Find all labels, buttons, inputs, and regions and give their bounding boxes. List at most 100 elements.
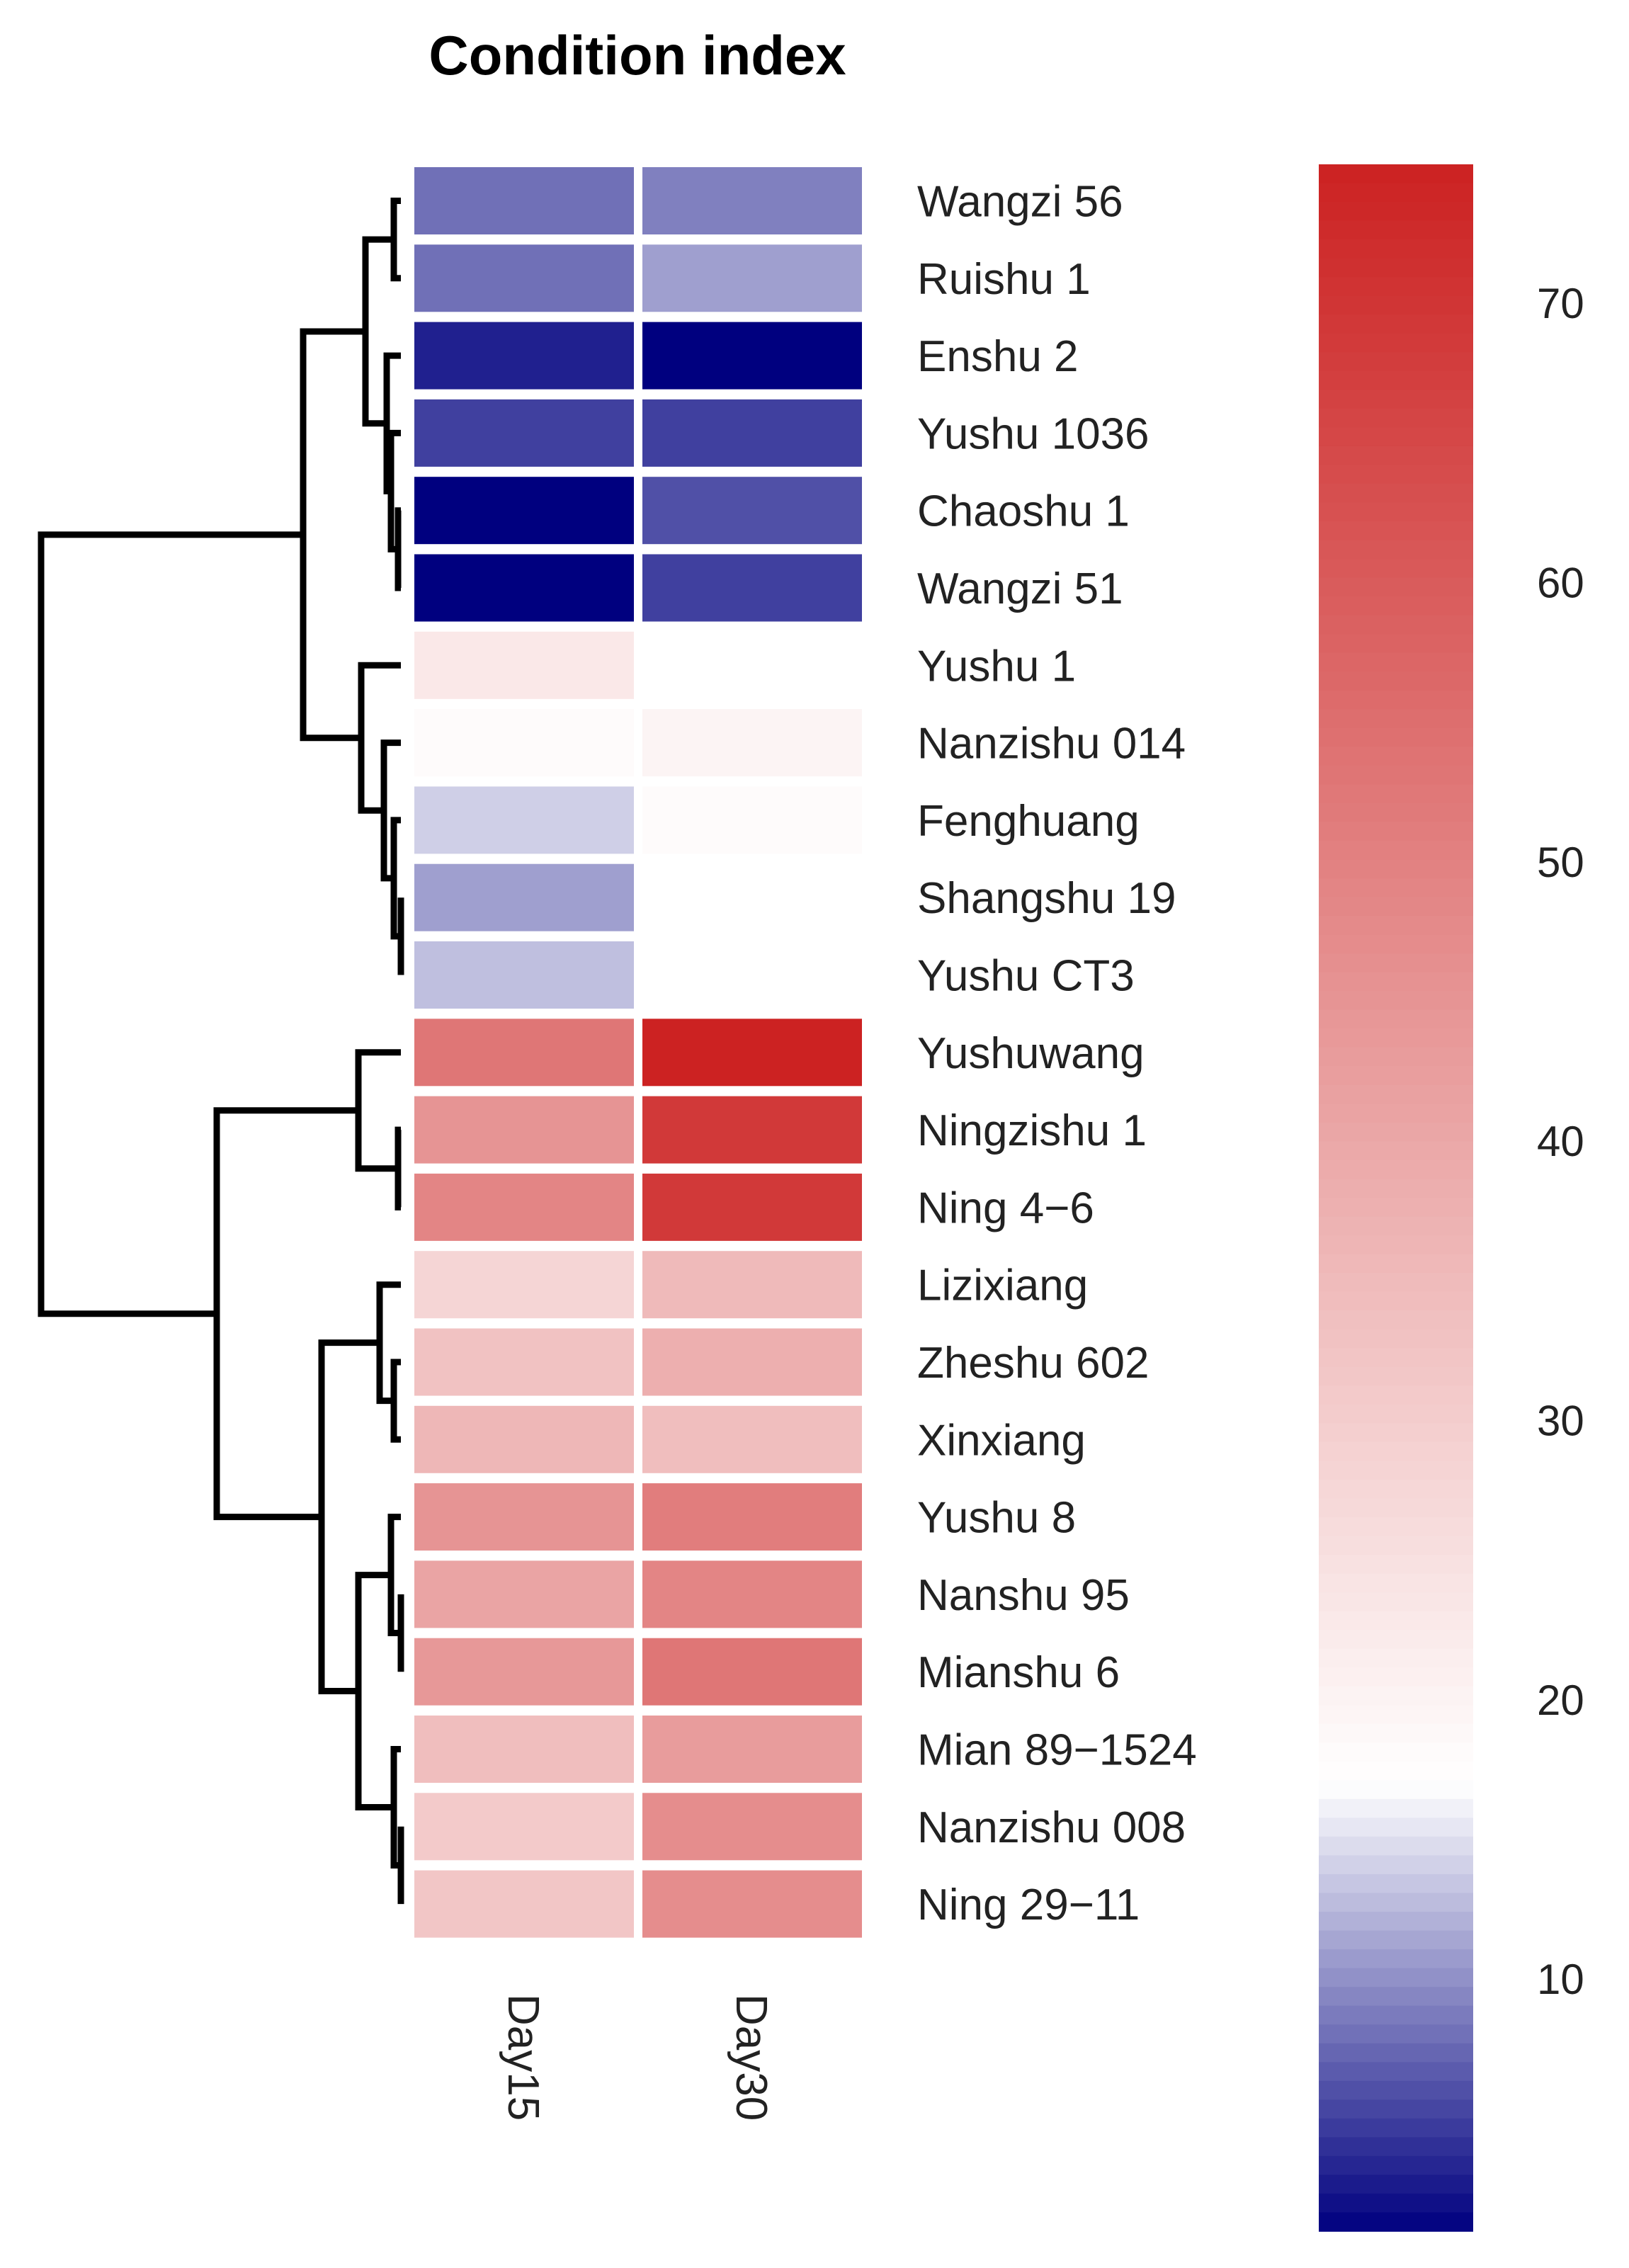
colorbar-band (1319, 1723, 1473, 1744)
heatmap-cell (642, 1096, 862, 1164)
colorbar-band (1319, 1404, 1473, 1424)
heatmap-cell (642, 863, 862, 931)
row-label: Ning 29−11 (917, 1881, 1140, 1929)
colorbar-band (1319, 916, 1473, 936)
colorbar-band (1319, 1329, 1473, 1349)
colorbar-band (1319, 784, 1473, 804)
colorbar-tick-label: 10 (1537, 1956, 1584, 2003)
colorbar-band (1319, 727, 1473, 748)
colorbar-band (1319, 1009, 1473, 1030)
heatmap-cell (642, 554, 862, 622)
colorbar-band (1319, 2043, 1473, 2063)
heatmap-cell (414, 244, 634, 312)
colorbar-band (1319, 1611, 1473, 1631)
heatmap-cell (414, 399, 634, 467)
colorbar-band (1319, 1705, 1473, 1725)
colorbar-band (1319, 634, 1473, 654)
row-label: Yushu 1036 (917, 409, 1150, 458)
colorbar (1319, 164, 1473, 2232)
heatmap-cell (642, 399, 862, 467)
heatmap-cell (414, 1019, 634, 1087)
heatmap-cell (642, 1173, 862, 1241)
colorbar-band (1319, 559, 1473, 579)
heatmap-cell (642, 1483, 862, 1551)
row-label: Chaoshu 1 (917, 487, 1130, 536)
row-label: Yushuwang (917, 1029, 1145, 1078)
row-label: Nanzishu 014 (917, 720, 1186, 769)
heatmap-cell (414, 1638, 634, 1706)
colorbar-band (1319, 803, 1473, 823)
colorbar-band (1319, 1479, 1473, 1499)
colorbar-band (1319, 615, 1473, 635)
colorbar-band (1319, 1028, 1473, 1048)
dendrogram-branch (390, 198, 401, 282)
colorbar-band (1319, 1968, 1473, 1988)
colorbar-band (1319, 859, 1473, 879)
row-label: Yushu CT3 (917, 952, 1135, 1001)
colorbar-band (1319, 2099, 1473, 2119)
heatmap-cell (642, 322, 862, 390)
colorbar-band (1319, 1836, 1473, 1856)
colorbar-band (1319, 1291, 1473, 1311)
colorbar-band (1319, 1179, 1473, 1198)
heatmap-cell (414, 1716, 634, 1783)
colorbar-band (1319, 1159, 1473, 1180)
colorbar-band (1319, 671, 1473, 691)
row-label: Lizixiang (917, 1261, 1088, 1310)
colorbar-band (1319, 295, 1473, 316)
heatmap-cell (414, 863, 634, 931)
row-label: Zheshu 602 (917, 1339, 1149, 1388)
heatmap-cell (414, 1328, 634, 1396)
colorbar-band (1319, 1930, 1473, 1950)
colorbar-band (1319, 239, 1473, 259)
colorbar-band (1319, 596, 1473, 616)
colorbar-band (1319, 220, 1473, 240)
colorbar-band (1319, 1122, 1473, 1142)
colorbar-band (1319, 2212, 1473, 2232)
heatmap-cell (414, 709, 634, 777)
row-label: Fenghuang (917, 797, 1140, 846)
dendrogram-branch (376, 1281, 401, 1405)
colorbar-band (1319, 258, 1473, 278)
colorbar-band (1319, 352, 1473, 372)
colorbar-band (1319, 1818, 1473, 1837)
colorbar-band (1319, 202, 1473, 222)
column-label: Day30 (727, 1994, 776, 2121)
heatmap-cell (642, 1405, 862, 1473)
colorbar-band (1319, 446, 1473, 466)
colorbar-band (1319, 1912, 1473, 1932)
row-labels: Wangzi 56 Ruishu 1 Enshu 2 Yushu 1036 Chaosh… (917, 178, 1197, 1930)
colorbar-band (1319, 1798, 1473, 1819)
heatmap-cell (414, 477, 634, 545)
heatmap-cell (642, 1870, 862, 1938)
colorbar-band (1319, 1555, 1473, 1575)
colorbar-band (1319, 390, 1473, 409)
colorbar-band (1319, 521, 1473, 541)
colorbar-band (1319, 540, 1473, 560)
colorbar-band (1319, 1461, 1473, 1480)
colorbar-band (1319, 1366, 1473, 1387)
dendrogram-branch (213, 1107, 358, 1521)
row-label: Ruishu 1 (917, 255, 1091, 304)
dendrogram-branch (38, 531, 303, 1317)
colorbar-band (1319, 1104, 1473, 1123)
colorbar-tick-label: 70 (1537, 280, 1584, 327)
colorbar-band (1319, 1141, 1473, 1161)
colorbar-band (1319, 690, 1473, 710)
heatmap-cell (414, 1173, 634, 1241)
colorbar-tick-label: 40 (1537, 1118, 1584, 1165)
colorbar-band (1319, 709, 1473, 729)
heatmap-cell (414, 631, 634, 699)
colorbar-band (1319, 1686, 1473, 1706)
colorbar-band (1319, 277, 1473, 297)
row-label: Nanshu 95 (917, 1571, 1130, 1620)
colorbar-band (1319, 897, 1473, 917)
row-label: Mian 89−1524 (917, 1726, 1197, 1775)
colorbar-band (1319, 1498, 1473, 1518)
colorbar-band (1319, 1066, 1473, 1086)
heatmap-cell (642, 1328, 862, 1396)
colorbar-band (1319, 1235, 1473, 1255)
heatmap-cell (642, 1019, 862, 1087)
row-label: Wangzi 51 (917, 565, 1123, 613)
